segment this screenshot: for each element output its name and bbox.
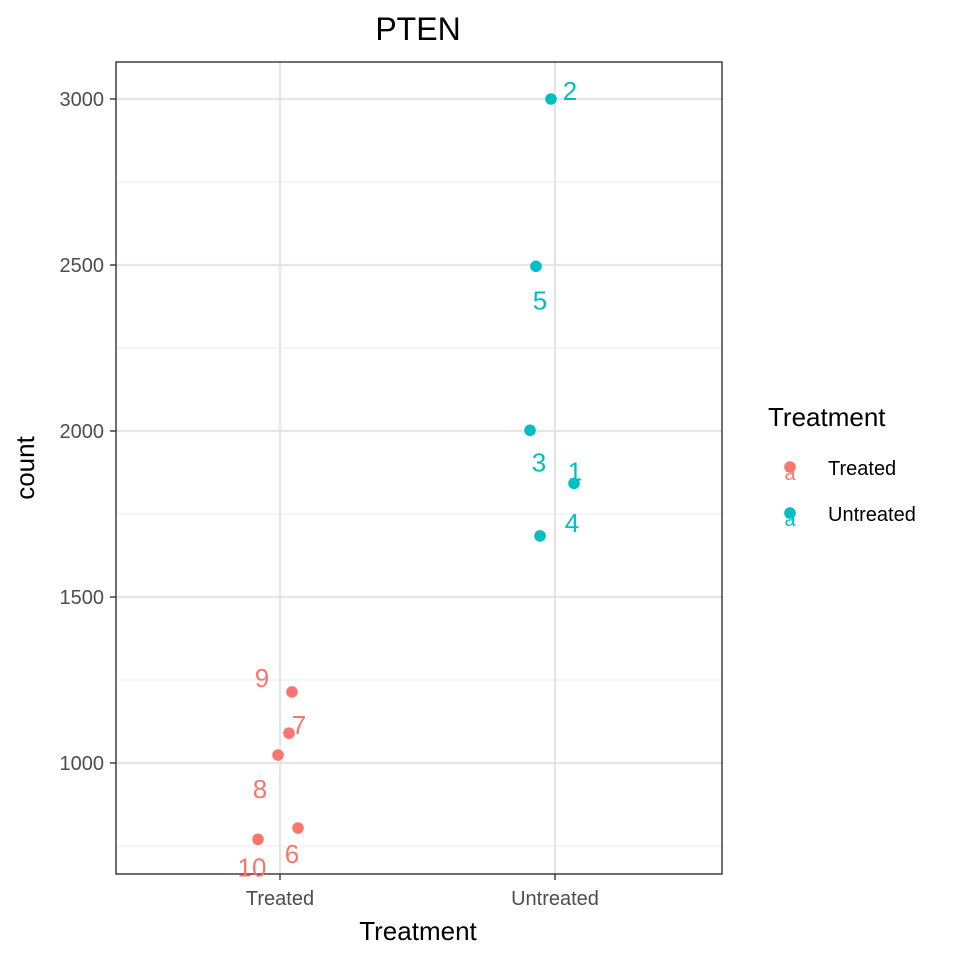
x-axis-title: Treatment: [359, 916, 477, 946]
data-point: [524, 424, 536, 437]
data-point: [530, 260, 542, 273]
legend-key-point: [784, 507, 796, 519]
data-points: 6 7 8 9 10 1 2 3 4 5: [238, 76, 583, 882]
x-axis-ticks: Treated Untreated: [246, 874, 599, 910]
data-point: [283, 727, 295, 739]
y-axis-title: count: [10, 435, 40, 499]
chart-title: PTEN: [375, 11, 460, 47]
point-label: 5: [533, 285, 547, 315]
data-point: [292, 822, 304, 834]
point-label: 3: [532, 447, 546, 477]
data-point: [252, 833, 264, 846]
y-tick-label: 2500: [60, 255, 105, 277]
point-label: 1: [568, 456, 582, 486]
legend-key-point: [784, 461, 796, 473]
point-label: 8: [253, 774, 267, 804]
data-point: [534, 530, 546, 542]
point-label: 9: [255, 663, 269, 693]
data-point: [545, 93, 557, 105]
legend-entry-label: Untreated: [828, 504, 916, 526]
data-point: [286, 686, 298, 698]
x-tick-label: Treated: [246, 888, 314, 910]
data-point: [568, 477, 580, 490]
point-label: 10: [238, 852, 267, 882]
y-tick-label: 3000: [60, 89, 105, 111]
panel-border: [115, 61, 723, 875]
data-point: [272, 749, 284, 761]
legend-title: Treatment: [768, 402, 886, 432]
point-label: 4: [565, 508, 579, 538]
plot-panel: [115, 61, 723, 875]
y-axis-ticks: 1000 1500 2000 2500 3000: [60, 89, 116, 775]
y-tick-label: 1500: [60, 587, 105, 609]
point-label: 6: [285, 839, 299, 869]
x-tick-label: Untreated: [511, 888, 599, 910]
y-tick-label: 2000: [60, 421, 105, 443]
point-label: 7: [292, 710, 306, 740]
point-label: 2: [563, 76, 577, 106]
legend-entry-label: Treated: [828, 458, 896, 480]
y-tick-label: 1000: [60, 753, 105, 775]
